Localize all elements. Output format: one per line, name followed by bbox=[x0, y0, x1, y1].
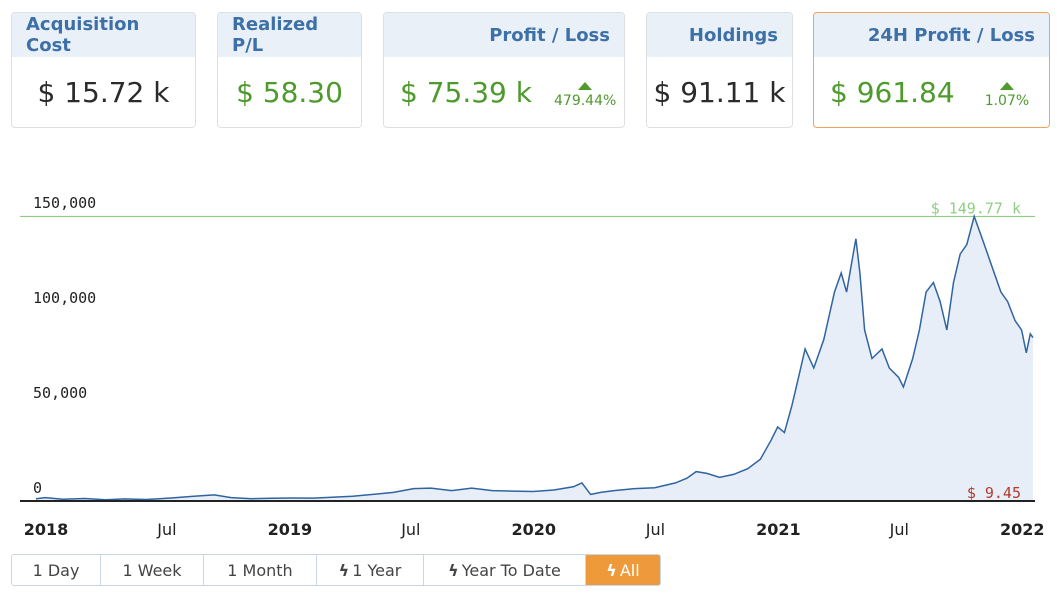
y-tick-label: 100,000 bbox=[33, 289, 96, 307]
bolt-icon: ϟ bbox=[448, 560, 459, 580]
range-button-1-day[interactable]: 1 Day bbox=[12, 555, 101, 585]
change-indicator: 1.07% bbox=[985, 76, 1029, 109]
card-value: $ 91.11 k bbox=[653, 75, 786, 109]
button-label: 1 Month bbox=[227, 560, 293, 580]
button-label: 1 Day bbox=[32, 560, 80, 580]
range-button-year-to-date[interactable]: ϟ Year To Date bbox=[424, 555, 586, 585]
holdings-card: Holdings $ 91.11 k bbox=[646, 12, 793, 128]
series-area bbox=[36, 216, 1033, 501]
up-arrow-icon bbox=[999, 81, 1014, 90]
x-tick-label: 2022 bbox=[1000, 520, 1045, 539]
x-tick-label: Jul bbox=[889, 520, 909, 539]
min-value-label: $ 9.45 bbox=[967, 484, 1021, 502]
card-title: 24H Profit / Loss bbox=[814, 13, 1049, 57]
button-label: Year To Date bbox=[461, 560, 561, 580]
profit-loss-card: Profit / Loss $ 75.39 k 479.44% bbox=[383, 12, 625, 128]
card-value: $ 75.39 k bbox=[400, 75, 532, 109]
x-tick-label: Jul bbox=[645, 520, 665, 539]
range-selector: 1 Day 1 Week 1 Month ϟ 1 Year ϟ Year To … bbox=[11, 554, 661, 586]
card-title: Acquisition Cost bbox=[12, 13, 195, 57]
x-tick-label: 2018 bbox=[24, 520, 69, 539]
y-tick-label: 150,000 bbox=[33, 194, 96, 212]
24h-profit-loss-card: 24H Profit / Loss $ 961.84 1.07% bbox=[813, 12, 1050, 128]
acquisition-cost-card: Acquisition Cost $ 15.72 k bbox=[11, 12, 196, 128]
range-button-1-month[interactable]: 1 Month bbox=[204, 555, 317, 585]
bolt-icon: ϟ bbox=[338, 560, 350, 580]
range-button-1-year[interactable]: ϟ 1 Year bbox=[317, 555, 424, 585]
range-button-all[interactable]: ϟ All bbox=[586, 555, 660, 585]
card-title: Holdings bbox=[647, 13, 792, 57]
bolt-icon: ϟ bbox=[606, 560, 617, 580]
card-value: $ 15.72 k bbox=[37, 75, 170, 109]
realized-pl-card: Realized P/L $ 58.30 bbox=[217, 12, 362, 128]
x-tick-label: 2020 bbox=[512, 520, 557, 539]
card-title: Profit / Loss bbox=[384, 13, 624, 57]
y-tick-label: 0 bbox=[33, 479, 42, 497]
card-value: $ 58.30 bbox=[236, 75, 343, 109]
button-label: All bbox=[619, 560, 640, 580]
x-tick-label: 2021 bbox=[756, 520, 801, 539]
change-indicator: 479.44% bbox=[554, 76, 616, 109]
x-tick-label: Jul bbox=[156, 520, 176, 539]
max-value-label: $ 149.77 k bbox=[931, 199, 1021, 217]
change-percent: 1.07% bbox=[984, 92, 1030, 109]
card-value: $ 961.84 bbox=[830, 75, 955, 109]
button-label: 1 Week bbox=[122, 560, 182, 580]
series-line bbox=[35, 213, 1034, 501]
x-tick-label: Jul bbox=[400, 520, 420, 539]
x-tick-label: 2019 bbox=[268, 520, 313, 539]
y-tick-label: 50,000 bbox=[33, 384, 87, 402]
card-title: Realized P/L bbox=[218, 13, 361, 57]
button-label: 1 Year bbox=[352, 560, 402, 580]
up-arrow-icon bbox=[578, 81, 593, 90]
change-percent: 479.44% bbox=[554, 92, 617, 109]
range-button-1-week[interactable]: 1 Week bbox=[101, 555, 204, 585]
